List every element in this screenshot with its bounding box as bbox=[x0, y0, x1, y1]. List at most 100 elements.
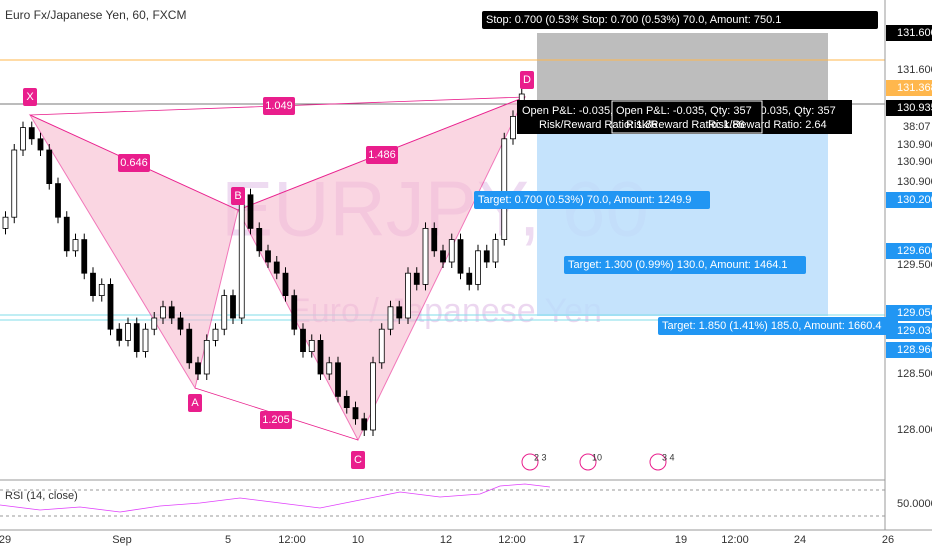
candle bbox=[483, 250, 490, 263]
pattern-ratio: 1.205 bbox=[262, 414, 290, 426]
candle bbox=[387, 306, 394, 330]
candle bbox=[186, 328, 193, 364]
candle bbox=[107, 283, 114, 330]
candle bbox=[335, 362, 341, 397]
time-label: 5 bbox=[225, 534, 231, 546]
pnl-label: Open P&L: -0.035, Qty: 357 bbox=[616, 105, 752, 117]
price-label: 129.500 bbox=[897, 259, 932, 271]
price-tag bbox=[886, 243, 932, 259]
pattern-point: D bbox=[523, 74, 531, 86]
candle bbox=[247, 194, 254, 229]
candle bbox=[431, 227, 438, 252]
time-label: 12 bbox=[440, 534, 452, 546]
price-tag bbox=[886, 305, 932, 321]
candle bbox=[230, 295, 236, 319]
pattern-point-bg bbox=[351, 451, 365, 469]
rsi-level: 50.0000 bbox=[897, 498, 932, 510]
stop-label-bg bbox=[482, 11, 592, 29]
rsi-line bbox=[0, 483, 551, 513]
candle bbox=[203, 339, 210, 375]
candle bbox=[256, 227, 263, 252]
candle bbox=[282, 272, 289, 297]
pattern-ratio-bg bbox=[118, 154, 150, 172]
pattern-point: C bbox=[354, 454, 362, 466]
candle bbox=[133, 323, 140, 353]
price-label: 129.600 bbox=[897, 245, 932, 257]
price-tag bbox=[886, 25, 932, 41]
price-label: 130.935 bbox=[897, 102, 932, 114]
event-label: 10 bbox=[592, 452, 602, 462]
price-label: 130.900 bbox=[897, 176, 932, 188]
time-label: 24 bbox=[794, 534, 806, 546]
candle bbox=[457, 239, 464, 274]
time-label: 26 bbox=[882, 534, 894, 546]
candle bbox=[510, 116, 516, 140]
pattern-ratio: 1.486 bbox=[368, 149, 396, 161]
pattern-point-bg bbox=[520, 71, 534, 89]
candle bbox=[221, 295, 228, 330]
price-label: 131.600 bbox=[897, 64, 932, 76]
time-label: 29 bbox=[0, 534, 11, 546]
candle bbox=[116, 328, 123, 341]
candle bbox=[405, 272, 411, 319]
pattern-ratio-bg bbox=[366, 146, 398, 164]
candle bbox=[142, 328, 149, 353]
candle bbox=[361, 418, 368, 431]
event-label: 2 3 bbox=[534, 452, 547, 462]
candle bbox=[168, 306, 175, 319]
price-label: 131.368 bbox=[897, 82, 932, 94]
price-label: 128.966 bbox=[897, 344, 932, 356]
price-tag bbox=[886, 100, 932, 116]
time-label: 19 bbox=[675, 534, 687, 546]
pattern-point-bg bbox=[188, 394, 202, 412]
candle bbox=[11, 149, 18, 218]
candle bbox=[160, 306, 166, 319]
price-tag bbox=[886, 80, 932, 96]
time-label: 12:00 bbox=[278, 534, 306, 546]
pattern-point-bg bbox=[231, 187, 245, 205]
rr-label: Risk/Reward Ratio: 2.64 bbox=[708, 119, 827, 131]
rr-label: Risk/Reward Ratio: 1.86 bbox=[626, 119, 745, 131]
rr-label: Risk/Reward Ratio: 1.86 bbox=[539, 119, 658, 131]
target-label-bg bbox=[658, 317, 898, 335]
candle bbox=[20, 127, 26, 151]
candle bbox=[440, 250, 446, 263]
stop-label-bg bbox=[578, 11, 878, 29]
candle bbox=[317, 339, 324, 375]
candle bbox=[273, 261, 280, 274]
candle bbox=[378, 328, 385, 364]
candle bbox=[422, 227, 429, 285]
pattern-point: X bbox=[26, 91, 34, 103]
event-label: 3 4 bbox=[662, 452, 675, 462]
time-label: 17 bbox=[573, 534, 585, 546]
event-icon bbox=[579, 453, 597, 471]
candle bbox=[46, 149, 53, 184]
target-label-bg bbox=[564, 256, 806, 274]
pnl-box bbox=[611, 100, 763, 134]
price-label: 131.600 bbox=[897, 27, 932, 39]
event-icon bbox=[521, 453, 539, 471]
target-label: Target: 0.700 (0.53%) 70.0, Amount: 1249… bbox=[478, 194, 691, 206]
candle bbox=[90, 272, 96, 297]
timer-bg bbox=[886, 119, 932, 135]
event-icon bbox=[649, 453, 667, 471]
chart-title: Euro Fx/Japanese Yen, 60, FXCM bbox=[5, 8, 186, 22]
price-label: 130.900 bbox=[897, 156, 932, 168]
candle bbox=[413, 272, 420, 285]
candle bbox=[72, 239, 79, 252]
candle bbox=[396, 306, 403, 319]
candle bbox=[370, 362, 376, 431]
candle bbox=[55, 183, 61, 218]
candle bbox=[291, 295, 298, 330]
candle bbox=[37, 138, 44, 151]
price-label: 129.050 bbox=[897, 307, 932, 319]
target-zone bbox=[537, 104, 828, 316]
candle bbox=[151, 317, 158, 330]
time-label: Sep bbox=[112, 534, 132, 546]
candle bbox=[265, 250, 271, 263]
pattern-point-bg bbox=[23, 88, 37, 106]
candle bbox=[2, 216, 9, 229]
pattern-point: B bbox=[234, 190, 241, 202]
candle bbox=[300, 328, 306, 353]
candle bbox=[343, 395, 350, 408]
